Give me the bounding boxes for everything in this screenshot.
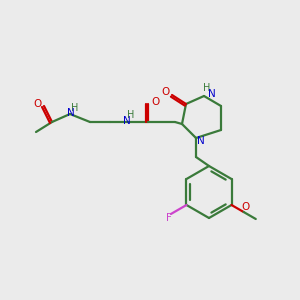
Text: N: N: [123, 116, 131, 126]
Text: O: O: [33, 99, 41, 109]
Text: O: O: [161, 87, 169, 97]
Text: H: H: [203, 83, 211, 93]
Text: O: O: [242, 202, 250, 212]
Text: O: O: [151, 97, 159, 107]
Text: F: F: [166, 213, 172, 223]
Text: N: N: [67, 108, 75, 118]
Text: H: H: [71, 103, 79, 113]
Text: N: N: [208, 89, 216, 99]
Text: H: H: [127, 110, 135, 120]
Text: N: N: [197, 136, 205, 146]
